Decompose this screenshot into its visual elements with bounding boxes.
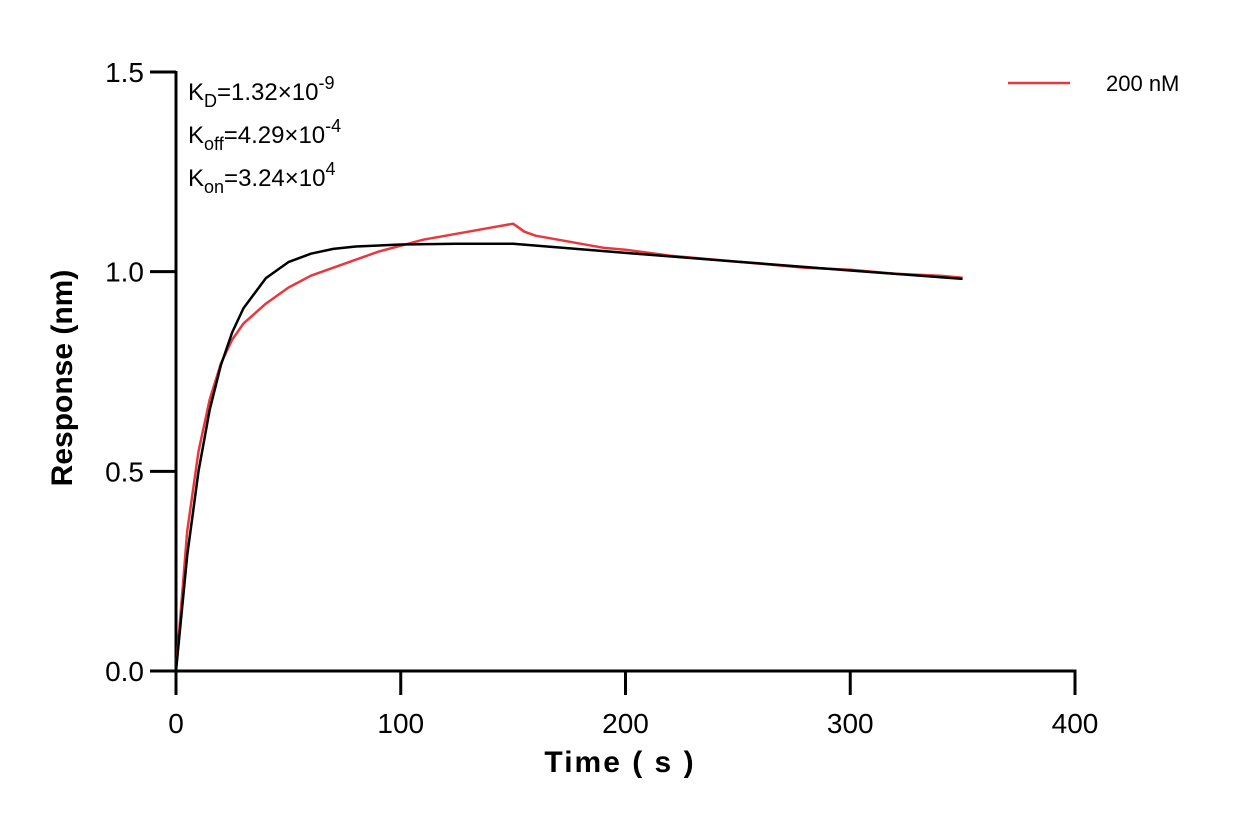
x-tick-label: 300 [827,708,874,739]
annotation-symbol: K [188,122,204,149]
annotation-symbol: K [188,165,204,192]
x-tick-label: 0 [168,708,184,739]
x-axis-title: Time ( s ) [544,746,695,779]
annotation-text: =3.24×10 [224,165,325,192]
y-tick-label: 0.5 [105,456,144,487]
y-tick-label: 0.0 [105,656,144,687]
annotation-subscript: D [204,91,217,111]
data-line [174,222,963,672]
y-axis-title: Response (nm) [46,270,79,487]
data-line [174,242,963,672]
annotation-symbol: K [188,79,204,106]
y-tick-label: 1.5 [105,57,144,88]
annotation-subscript: on [204,177,224,197]
annotation: Koff=4.29×10-4 [188,116,341,154]
annotation-superscript: 4 [325,159,335,179]
annotation-text: =1.32×10 [217,79,318,106]
legend-label: 200 nM [1106,71,1179,96]
x-tick-label: 200 [602,708,649,739]
annotation: Kon=3.24×104 [188,159,336,197]
annotation-superscript: -9 [318,73,334,93]
y-tick-label: 1.0 [105,257,144,288]
x-tick-label: 400 [1052,708,1099,739]
annotation-superscript: -4 [325,116,341,136]
annotation-text: =4.29×10 [224,122,325,149]
annotation-subscript: off [204,134,225,154]
annotation: KD=1.32×10-9 [188,73,334,111]
x-tick-label: 100 [377,708,424,739]
